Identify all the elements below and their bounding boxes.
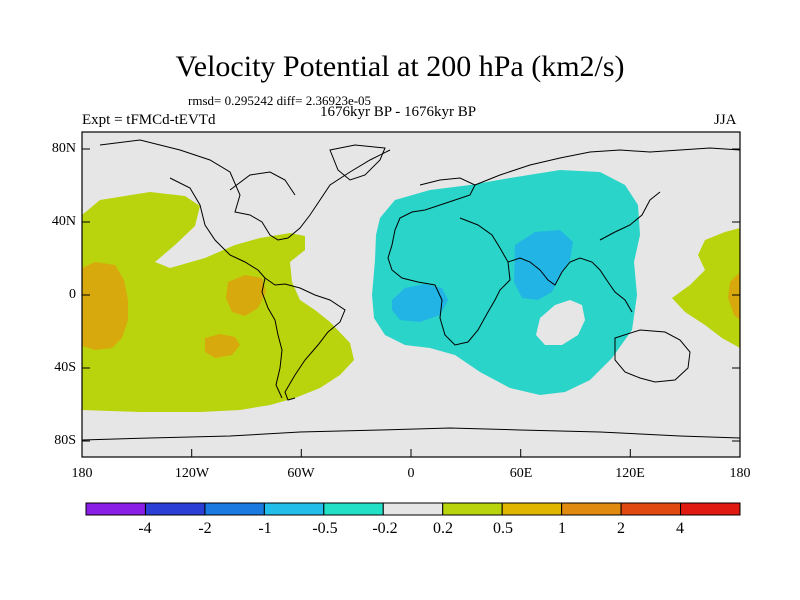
colorbar-label: 1 [558,520,566,537]
x-label-120w: 120W [174,466,210,481]
positive-patch-east-pacific [226,275,266,316]
x-label-180e: 180 [729,466,751,481]
colorbar-label: -0.2 [372,520,398,537]
x-label-60e: 60E [509,466,533,481]
colorbar-label: -0.5 [312,520,338,537]
colorbar-swatch [442,502,503,516]
positive-patch-central-pacific [205,334,240,358]
negative-patch-south-asia [514,230,573,300]
colorbar-swatch [620,502,682,516]
y-axis-ticks [82,148,740,442]
positive-patch-west-pacific [82,262,128,350]
positive-anomaly-west-pacific-edge [672,228,740,348]
y-label-80s: 80S [54,433,76,448]
colorbar [85,502,741,516]
y-label-40n: 40N [51,214,76,229]
colorbar-swatch [204,502,265,516]
period-label: 1676kyr BP - 1676kyr BP [320,104,477,120]
colorbar-label: 0.2 [433,520,453,537]
colorbar-label: 2 [617,520,625,537]
map-title: Velocity Potential at 200 hPa (km2/s) [175,50,625,83]
positive-patch-west-pacific-edge [728,272,740,320]
colorbar-swatch [144,502,206,516]
neutral-hole-indian-ocean [536,300,585,345]
colorbar-label: 0.5 [493,520,513,537]
positive-anomaly-pacific [82,192,354,412]
colorbar-swatch [323,502,384,516]
x-label-180w: 180 [71,466,93,481]
x-label-120e: 120E [615,466,645,481]
season-label: JJA [714,112,737,128]
colorbar-swatch [561,502,622,516]
experiment-label: Expt = tFMCd-tEVTd [82,112,216,128]
y-label-40s: 40S [54,360,76,375]
stats-text: rmsd= 0.295242 diff= 2.36923e-05 [188,93,372,108]
negative-patch-central-africa [392,284,448,322]
x-label-60w: 60W [287,466,315,481]
colorbar-swatch [501,502,563,516]
x-axis-ticks [81,449,741,457]
colorbar-label: -1 [258,520,272,537]
colorbar-swatch [382,502,444,516]
colorbar-label: -2 [198,520,212,537]
x-label-0: 0 [407,466,415,481]
negative-anomaly-africa-asia [372,170,640,395]
colorbar-swatch [263,502,325,516]
colorbar-label: -4 [138,520,152,537]
y-label-80n: 80N [51,141,76,156]
colorbar-label: 4 [676,520,684,537]
y-label-0: 0 [69,287,76,302]
coastlines [82,139,740,441]
colorbar-swatch [85,502,146,516]
colorbar-swatch [680,502,741,516]
